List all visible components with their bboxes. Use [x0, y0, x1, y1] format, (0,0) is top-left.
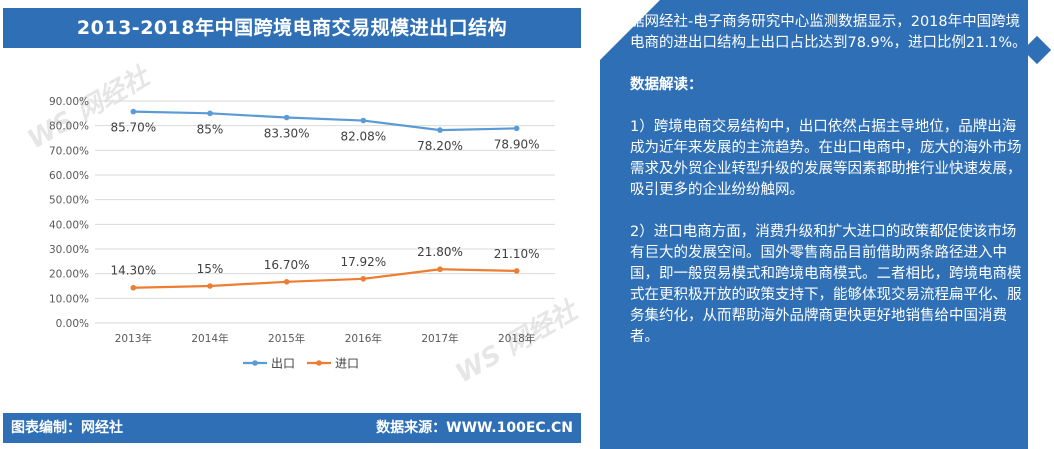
data-source: 数据来源：WWW.100EC.CN	[376, 420, 573, 436]
commentary-text: 据网经社-电子商务研究中心监测数据显示，2018年中国跨境电商的进出口结构上出口…	[630, 12, 1028, 369]
y-tick-label: 60.00%	[49, 170, 89, 182]
x-tick-label: 2016年	[345, 332, 382, 345]
legend-label-import: 进口	[335, 357, 359, 371]
data-point	[207, 110, 213, 117]
x-tick-label: 2017年	[421, 332, 458, 345]
data-label: 85.70%	[110, 121, 156, 135]
x-tick-label: 2013年	[115, 332, 152, 345]
data-label: 83.30%	[264, 127, 310, 141]
data-point	[360, 117, 367, 124]
footer-bar: 图表编制：网经社 数据来源：WWW.100EC.CN	[3, 413, 581, 443]
analysis-heading: 数据解读：	[630, 77, 703, 93]
y-tick-label: 40.00%	[49, 219, 89, 231]
data-point	[360, 275, 367, 282]
data-label: 21.80%	[417, 245, 463, 259]
chart-title: 2013-2018年中国跨境电商交易规模进出口结构	[3, 8, 581, 48]
y-tick-label: 0.00%	[56, 318, 89, 330]
data-label: 78.90%	[494, 137, 540, 151]
data-label: 15%	[197, 262, 224, 276]
data-label: 14.30%	[110, 264, 156, 278]
data-label: 16.70%	[264, 258, 310, 272]
data-point	[437, 266, 443, 273]
y-tick-label: 10.00%	[49, 293, 89, 305]
data-point	[437, 127, 443, 133]
data-label: 21.10%	[494, 247, 540, 261]
analysis-paragraph-2: 2）进口电商方面，消费升级和扩大进口的政策都促使该市场有巨大的发展空间。国外零售…	[630, 224, 1022, 345]
data-label: 82.08%	[340, 130, 386, 144]
commentary-panel: 据网经社-电子商务研究中心监测数据显示，2018年中国跨境电商的进出口结构上出口…	[600, 0, 1028, 449]
series-line-export	[133, 110, 517, 132]
data-point	[283, 114, 290, 121]
x-tick-label: 2014年	[191, 332, 228, 345]
legend-marker	[252, 360, 258, 366]
series-line-import	[133, 268, 517, 289]
y-tick-label: 20.00%	[49, 269, 89, 281]
legend-label-export: 出口	[271, 357, 295, 371]
intro-paragraph: 据网经社-电子商务研究中心监测数据显示，2018年中国跨境电商的进出口结构上出口…	[630, 14, 1027, 51]
x-tick-label: 2018年	[498, 332, 535, 345]
y-tick-label: 80.00%	[49, 121, 89, 133]
data-point	[130, 284, 137, 291]
data-label: 85%	[197, 122, 224, 136]
data-point	[283, 279, 290, 285]
chart-area: 2013-2018年中国跨境电商交易规模进出口结构 WS 网经社 WS 网经社 …	[3, 8, 583, 443]
data-label: 78.20%	[417, 139, 463, 153]
chart-credit: 图表编制：网经社	[11, 420, 123, 436]
commentary-area: 据网经社-电子商务研究中心监测数据显示，2018年中国跨境电商的进出口结构上出口…	[590, 0, 1054, 449]
y-tick-label: 70.00%	[49, 145, 89, 157]
data-point	[207, 283, 213, 289]
y-tick-label: 30.00%	[49, 244, 89, 256]
data-label: 17.92%	[340, 255, 386, 269]
analysis-paragraph-1: 1）跨境电商交易结构中，出口依然占据主导地位，品牌出海成为近年来发展的主流趋势。…	[630, 119, 1022, 198]
x-tick-label: 2015年	[268, 332, 305, 345]
y-tick-label: 90.00%	[49, 96, 89, 108]
legend-marker	[316, 360, 322, 366]
data-point	[513, 125, 520, 132]
data-point	[130, 108, 137, 115]
data-point	[513, 268, 520, 274]
panel-corner-cut	[600, 0, 660, 60]
y-tick-label: 50.00%	[49, 195, 89, 207]
line-chart: 0.00% 10.00% 20.00% 30.00% 40.00% 50.00% 60.00…	[49, 96, 555, 371]
